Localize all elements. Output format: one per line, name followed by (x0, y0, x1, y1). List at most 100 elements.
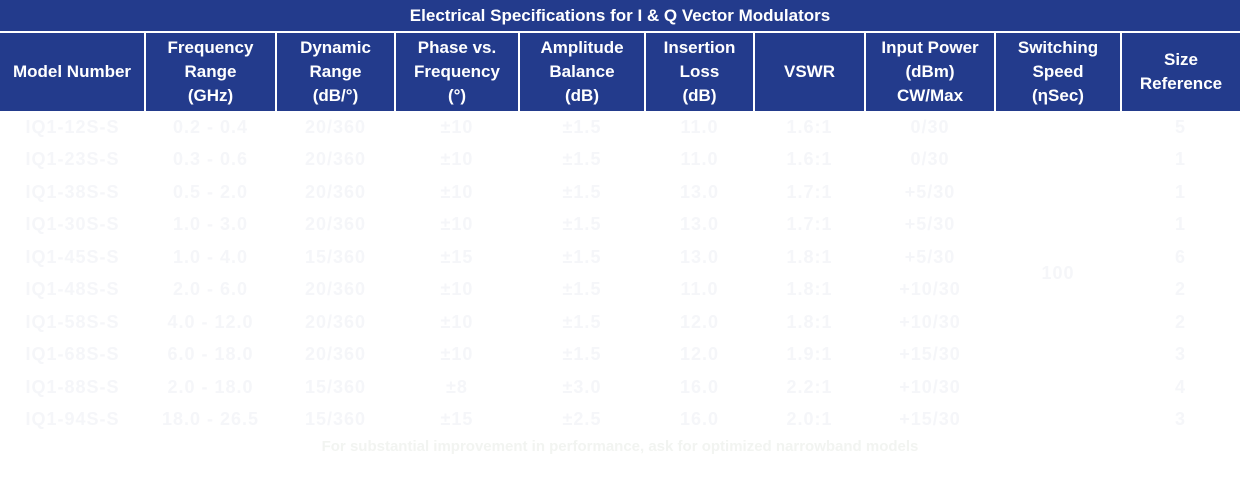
cell-power: 0/30 (910, 149, 950, 170)
table-row: IQ1-94S-S 18.0 - 26.5 15/360 ±15 ±2.5 16.0 2.0… (0, 404, 1240, 437)
cell-phase: ±10 (440, 279, 474, 300)
cell-phase: ±15 (440, 409, 474, 430)
cell-freq: 1.0 - 3.0 (172, 214, 249, 235)
cell-phase: ±10 (440, 311, 474, 332)
cell-vswr: 1.9:1 (786, 344, 833, 365)
cell-loss: 16.0 (679, 376, 720, 397)
cell-model: IQ1-48S-S (25, 279, 120, 300)
table-row: IQ1-23S-S 0.3 - 0.6 20/360 ±10 ±1.5 11.0 1.6:1… (0, 144, 1240, 177)
cell-amp: ±1.5 (562, 149, 602, 170)
cell-vswr: 1.7:1 (786, 214, 833, 235)
header-amplitude-balance: Amplitude Balance (dB) (519, 33, 646, 111)
cell-size: 1 (1174, 181, 1186, 202)
cell-loss: 11.0 (680, 116, 719, 137)
cell-loss: 13.0 (679, 214, 720, 235)
cell-amp: ±1.5 (562, 214, 602, 235)
cell-size: 3 (1174, 344, 1186, 365)
cell-vswr: 1.6:1 (786, 116, 833, 137)
cell-size: 6 (1174, 246, 1186, 267)
cell-power: +5/30 (904, 181, 956, 202)
cell-dyn: 20/360 (304, 279, 367, 300)
table-title: Electrical Specifications for I & Q Vect… (0, 0, 1240, 33)
cell-loss: 13.0 (679, 181, 720, 202)
spec-table-body: IQ1-12S-S 0.2 - 0.4 20/360 ±10 ±1.5 11.0 1.6:1… (0, 111, 1240, 436)
cell-loss: 11.0 (680, 149, 719, 170)
header-model-number: Model Number (0, 33, 146, 111)
cell-phase: ±15 (440, 246, 474, 267)
table-row: IQ1-45S-S 1.0 - 4.0 15/360 ±15 ±1.5 13.0 1.8:1… (0, 241, 1240, 274)
cell-freq: 4.0 - 12.0 (167, 311, 254, 332)
header-frequency-range: Frequency Range (GHz) (145, 33, 277, 111)
cell-vswr: 2.0:1 (786, 409, 833, 430)
cell-model: IQ1-88S-S (25, 376, 120, 397)
cell-dyn: 20/360 (304, 311, 367, 332)
cell-size: 2 (1174, 279, 1186, 300)
cell-switching-speed: 100 (1041, 263, 1075, 283)
cell-vswr: 1.8:1 (786, 311, 833, 332)
cell-dyn: 15/360 (304, 409, 367, 430)
cell-freq: 0.3 - 0.6 (172, 149, 249, 170)
cell-phase: ±10 (440, 149, 474, 170)
cell-model: IQ1-23S-S (25, 149, 120, 170)
table-row: IQ1-30S-S 1.0 - 3.0 20/360 ±10 ±1.5 13.0 1.7:1… (0, 209, 1240, 242)
cell-loss: 12.0 (679, 344, 720, 365)
cell-vswr: 1.7:1 (786, 181, 833, 202)
cell-dyn: 20/360 (304, 344, 367, 365)
cell-model: IQ1-30S-S (25, 214, 120, 235)
cell-dyn: 20/360 (304, 214, 367, 235)
cell-amp: ±1.5 (562, 311, 602, 332)
cell-vswr: 1.8:1 (786, 246, 833, 267)
cell-model: IQ1-68S-S (25, 344, 120, 365)
cell-power: 0/30 (910, 116, 950, 137)
cell-phase: ±8 (446, 376, 468, 397)
cell-power: +15/30 (899, 344, 961, 365)
cell-loss: 12.0 (679, 311, 720, 332)
table-row: IQ1-38S-S 0.5 - 2.0 20/360 ±10 ±1.5 13.0 1.7:1… (0, 176, 1240, 209)
cell-size: 3 (1174, 409, 1186, 430)
cell-freq: 2.0 - 18.0 (167, 376, 254, 397)
cell-size: 4 (1174, 376, 1186, 397)
cell-freq: 6.0 - 18.0 (167, 344, 254, 365)
header-switching-speed: Switching Speed (ηSec) (995, 33, 1122, 111)
cell-loss: 11.0 (680, 279, 719, 300)
cell-dyn: 20/360 (304, 181, 367, 202)
cell-loss: 13.0 (679, 246, 720, 267)
header-vswr: VSWR (754, 33, 866, 111)
header-insertion-loss: Insertion Loss (dB) (645, 33, 755, 111)
header-row: Model Number Frequency Range (GHz) Dynamic… (0, 33, 1240, 111)
cell-power: +10/30 (899, 279, 961, 300)
header-dynamic-range: Dynamic Range (dB/°) (276, 33, 396, 111)
cell-amp: ±1.5 (562, 181, 602, 202)
cell-freq: 0.2 - 0.4 (172, 116, 249, 137)
cell-model: IQ1-45S-S (25, 246, 120, 267)
cell-phase: ±10 (440, 116, 474, 137)
cell-model: IQ1-58S-S (25, 311, 120, 332)
cell-power: +10/30 (899, 376, 961, 397)
cell-amp: ±3.0 (562, 376, 602, 397)
cell-dyn: 15/360 (304, 376, 367, 397)
cell-power: +5/30 (904, 214, 956, 235)
cell-size: 1 (1174, 149, 1186, 170)
cell-vswr: 2.2:1 (786, 376, 833, 397)
cell-freq: 1.0 - 4.0 (172, 246, 249, 267)
table-row: IQ1-88S-S 2.0 - 18.0 15/360 ±8 ±3.0 16.0 2.2:1… (0, 371, 1240, 404)
cell-vswr: 1.6:1 (786, 149, 833, 170)
cell-dyn: 20/360 (304, 149, 367, 170)
cell-amp: ±1.5 (562, 344, 602, 365)
cell-phase: ±10 (440, 214, 474, 235)
cell-amp: ±1.5 (562, 116, 602, 137)
cell-model: IQ1-12S-S (25, 116, 120, 137)
cell-dyn: 15/360 (304, 246, 367, 267)
cell-amp: ±1.5 (562, 279, 602, 300)
cell-size: 5 (1174, 116, 1186, 137)
cell-size: 1 (1174, 214, 1186, 235)
table-row: IQ1-68S-S 6.0 - 18.0 20/360 ±10 ±1.5 12.0 1.9:… (0, 339, 1240, 372)
cell-size: 2 (1174, 311, 1186, 332)
footnote: For substantial improvement in performan… (321, 438, 919, 455)
cell-model: IQ1-94S-S (25, 409, 120, 430)
table-row: IQ1-58S-S 4.0 - 12.0 20/360 ±10 ±1.5 12.0 1.8:… (0, 306, 1240, 339)
table-row: IQ1-12S-S 0.2 - 0.4 20/360 ±10 ±1.5 11.0 1.6:1… (0, 111, 1240, 283)
cell-freq: 2.0 - 6.0 (172, 279, 249, 300)
header-input-power: Input Power (dBm) CW/Max (865, 33, 996, 111)
cell-power: +5/30 (904, 246, 956, 267)
